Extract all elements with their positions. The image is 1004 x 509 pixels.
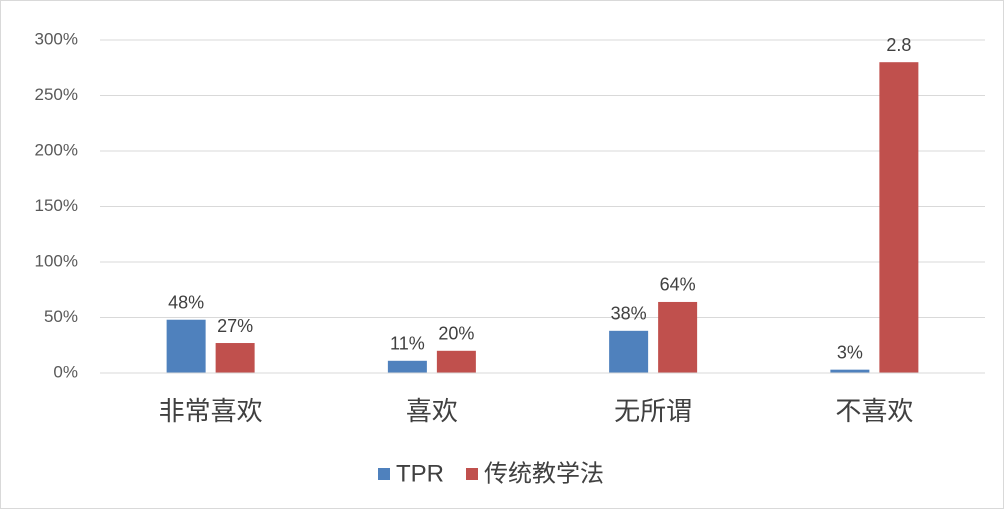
y-tick-label: 100% — [35, 251, 78, 270]
legend-swatch — [466, 468, 478, 480]
y-tick-label: 300% — [35, 29, 78, 48]
bar — [166, 319, 206, 373]
bar — [658, 301, 698, 373]
value-label: 38% — [611, 304, 647, 324]
legend-label: TPR — [396, 460, 444, 487]
value-label: 64% — [660, 275, 696, 295]
value-label: 48% — [168, 292, 204, 312]
legend-swatch — [378, 468, 390, 480]
bar — [436, 350, 476, 373]
y-tick-label: 200% — [35, 140, 78, 159]
bar — [830, 369, 870, 373]
value-label: 27% — [217, 316, 253, 336]
bar — [215, 343, 255, 373]
value-label: 2.8 — [886, 35, 911, 55]
x-tick-label: 喜欢 — [406, 396, 458, 426]
x-tick-label: 无所谓 — [614, 396, 692, 426]
value-label: 11% — [390, 334, 425, 354]
value-label: 20% — [438, 324, 474, 344]
x-tick-label: 非常喜欢 — [159, 396, 263, 426]
bar — [879, 62, 919, 373]
bar — [609, 330, 649, 373]
value-label: 3% — [837, 342, 863, 362]
legend-label: 传统教学法 — [484, 460, 604, 487]
y-tick-label: 150% — [35, 196, 78, 215]
y-tick-label: 50% — [44, 307, 78, 326]
x-tick-label: 不喜欢 — [835, 396, 913, 426]
y-tick-label: 0% — [53, 362, 78, 381]
y-tick-label: 250% — [35, 85, 78, 104]
bar — [387, 360, 427, 373]
